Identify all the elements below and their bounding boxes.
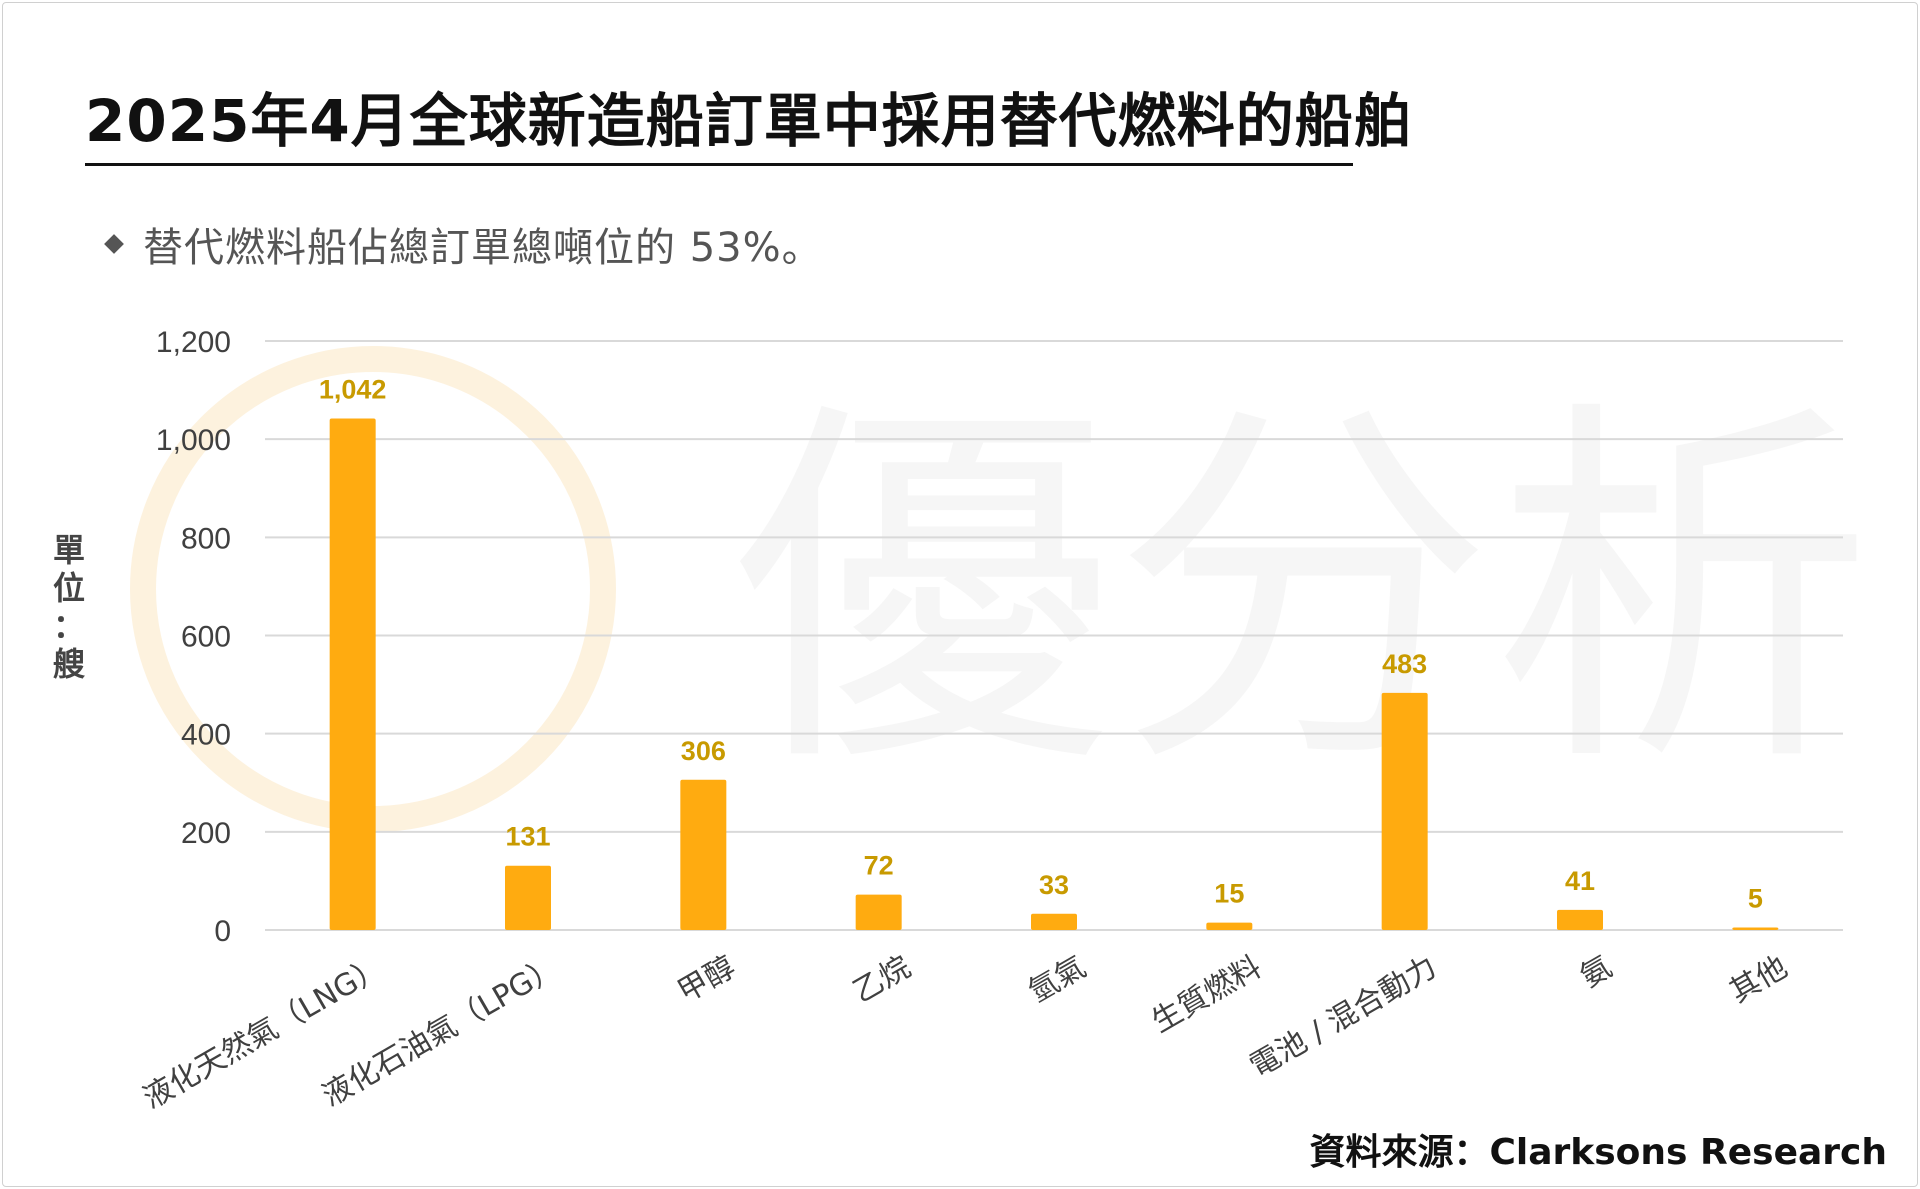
source-note: 資料來源：Clarksons Research — [1309, 1132, 1888, 1173]
page-title: 2025年4月全球新造船訂單中採用替代燃料的船舶 — [85, 87, 1413, 155]
y-tick-label: 1,200 — [156, 326, 231, 359]
x-tick-label: 其他 — [1724, 950, 1793, 1010]
x-tick-label: 電池 / 混合動力 — [1244, 950, 1443, 1085]
bar — [680, 779, 727, 930]
y-axis-unit-label: 單 位 ： 艘 — [49, 531, 89, 683]
y-tick-label: 0 — [214, 915, 231, 948]
bar — [1031, 913, 1077, 930]
watermark-text: 優分析 — [733, 370, 1873, 813]
bar — [1732, 927, 1779, 930]
value-label: 72 — [864, 851, 894, 881]
value-label: 483 — [1382, 649, 1427, 679]
y-tick-label: 800 — [181, 522, 231, 555]
bar — [505, 865, 551, 930]
value-label: 5 — [1748, 884, 1763, 914]
subtitle-row: 替代燃料船佔總訂單總噸位的 53%。 — [104, 215, 823, 273]
x-tick-label: 甲醇 — [672, 950, 741, 1010]
bar — [855, 894, 902, 930]
bar — [1206, 922, 1253, 930]
unit-char: 單 — [52, 531, 85, 569]
x-tick-label: 乙烷 — [847, 950, 916, 1010]
unit-char: 位 — [52, 569, 85, 607]
x-tick-label: 氫氣 — [1023, 950, 1092, 1010]
diamond-bullet-icon — [104, 234, 124, 254]
bar-chart: 優分析 1,042 131 306 72 33 15 483 41 5 0 200 400 600 80… — [130, 326, 1873, 1116]
value-label: 1,042 — [319, 375, 387, 405]
bar — [1557, 909, 1603, 930]
y-tick-label: 400 — [181, 719, 231, 752]
watermark: 優分析 — [130, 346, 1873, 832]
bar — [329, 418, 376, 930]
value-label: 33 — [1039, 870, 1069, 900]
x-tick-label: 氨 — [1575, 950, 1618, 995]
x-tick-label: 生質燃料 — [1146, 950, 1267, 1040]
value-label: 306 — [681, 736, 726, 766]
subtitle: 替代燃料船佔總訂單總噸位的 53%。 — [143, 225, 823, 271]
y-tick-label: 200 — [181, 817, 231, 850]
value-label: 15 — [1214, 879, 1244, 909]
bar — [1381, 692, 1428, 930]
unit-char: 艘 — [52, 645, 85, 683]
y-tick-label: 1,000 — [156, 424, 231, 457]
value-label: 131 — [505, 822, 550, 852]
value-label: 41 — [1565, 866, 1595, 896]
unit-char: ： — [52, 607, 85, 645]
title-underline — [85, 163, 1353, 166]
y-tick-label: 600 — [181, 621, 231, 654]
